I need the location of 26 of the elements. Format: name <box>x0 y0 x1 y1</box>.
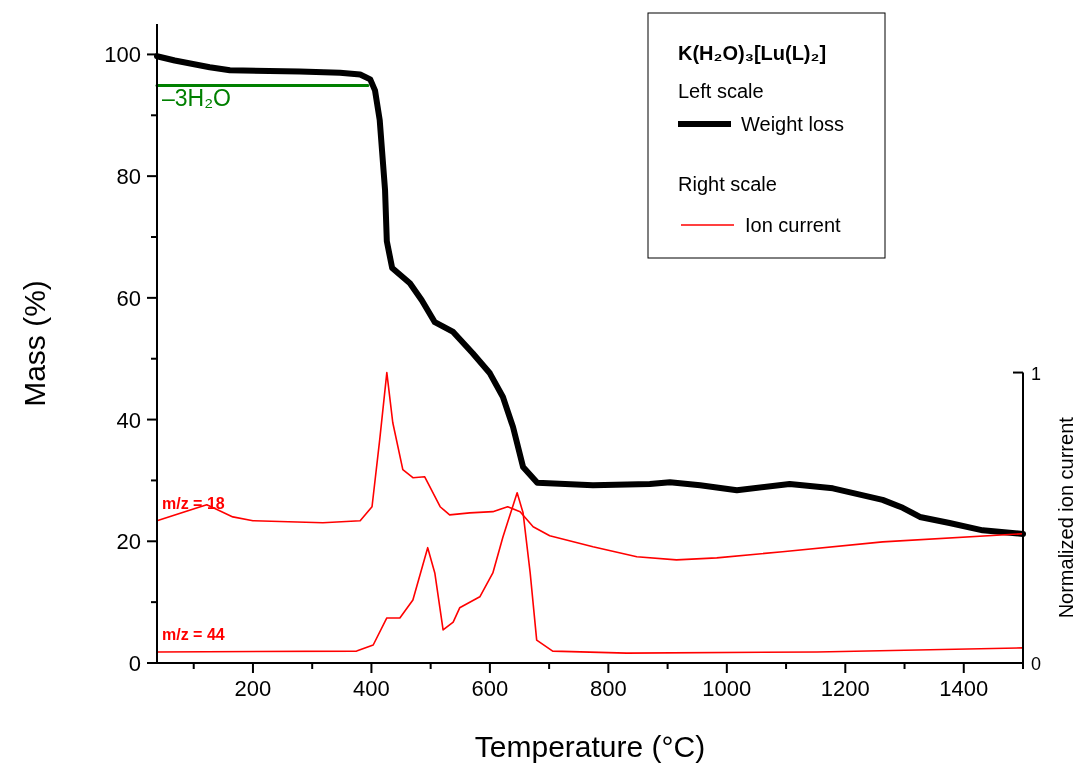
x-tick-label: 800 <box>590 676 627 701</box>
x-tick-label: 1000 <box>702 676 752 701</box>
y2-tick-label: 1 <box>1031 363 1042 384</box>
x-tick-label: 200 <box>234 676 272 701</box>
y-tick-label: 20 <box>116 529 141 555</box>
x-tick-label: 1200 <box>820 676 870 701</box>
series-label: m/z = 44 <box>162 625 225 643</box>
annotation: Left scale <box>678 80 764 102</box>
y2-axis-title: Normalized ion current <box>1055 416 1077 619</box>
legend-label: Weight loss <box>741 113 845 135</box>
y-tick-label: 100 <box>104 42 141 68</box>
y-tick-label: 0 <box>128 651 141 676</box>
series-label: m/z = 18 <box>162 494 225 512</box>
y-tick-label: 80 <box>116 164 141 190</box>
y2-tick-label: 0 <box>1031 654 1042 674</box>
y-axis-title: Mass (%) <box>18 280 51 407</box>
x-tick-label: 600 <box>471 676 509 701</box>
y-tick-label: 60 <box>116 285 141 311</box>
y-tick-label: 40 <box>116 407 141 433</box>
x-tick-label: 400 <box>353 676 390 701</box>
x-tick-label: 1400 <box>939 676 989 701</box>
series-label: –3H₂O <box>162 85 232 112</box>
legend-title: K(H₂O)₃[Lu(L)₂] <box>678 42 827 64</box>
x-axis-title: Temperature (°C) <box>474 730 706 763</box>
annotation: Ion current <box>745 214 842 236</box>
annotation: Right scale <box>678 173 777 195</box>
